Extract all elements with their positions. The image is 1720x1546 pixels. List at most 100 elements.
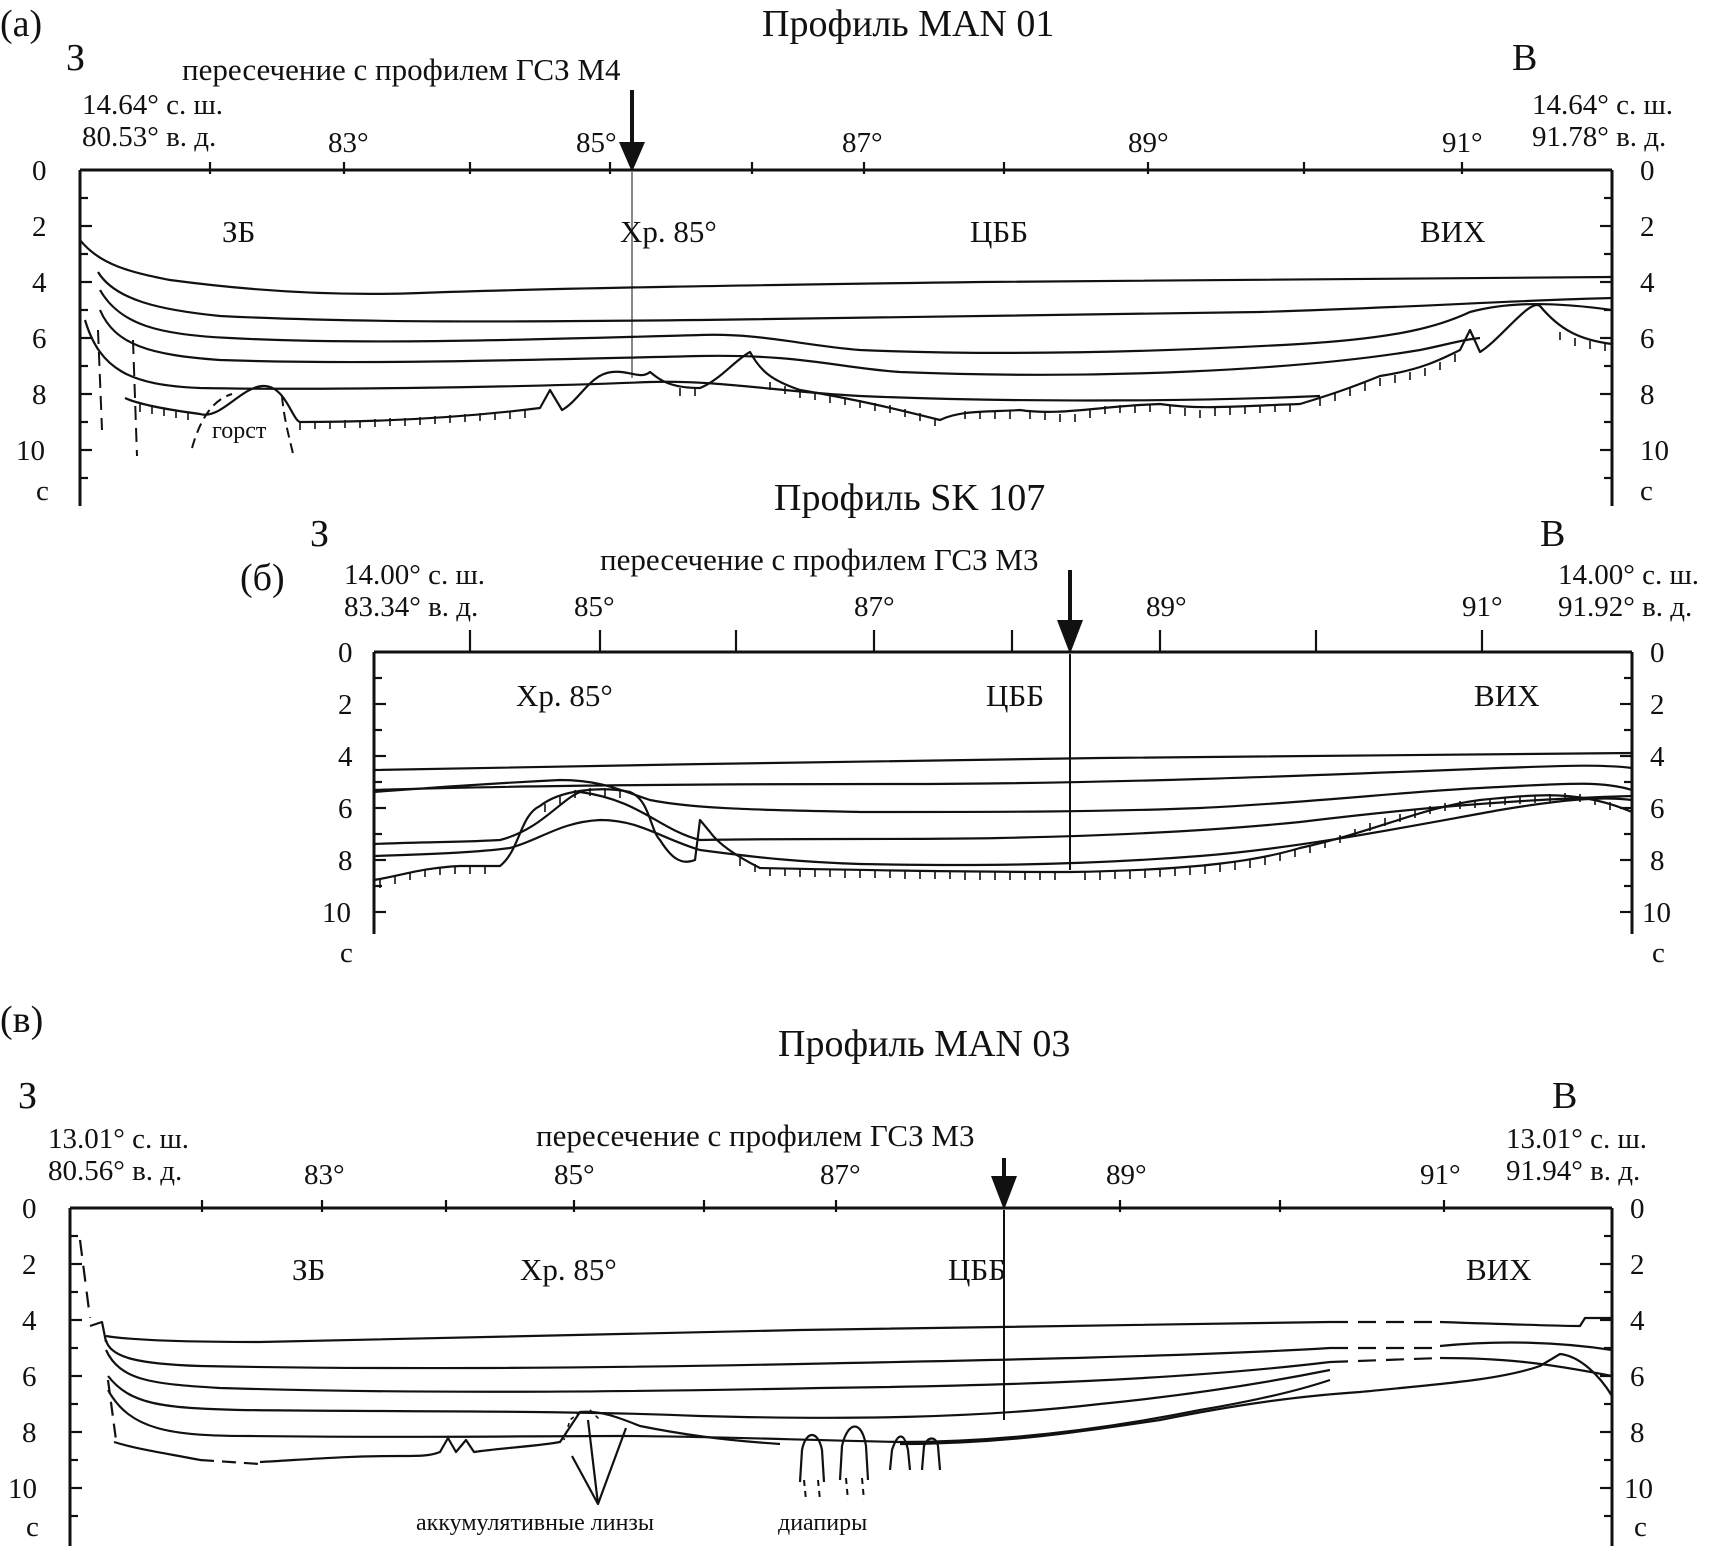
panel-c-horizon-3-end [1439, 1356, 1613, 1378]
panel-c-diapir-label: диапиры [778, 1510, 867, 1536]
panel-c-east-label: В [1552, 1075, 1577, 1117]
panel-a-top-ticks [208, 162, 1464, 174]
panel-b-horizon-5 [373, 797, 1633, 867]
panel-c-horizon-2 [104, 1339, 1331, 1370]
panel-b-unit-right: с [1652, 937, 1665, 969]
panel-c-fault-west [78, 1239, 92, 1319]
panel-c-lens-label: аккумулятивные линзы [416, 1510, 654, 1536]
panel-b-left-lat: 14.00° с. ш. [344, 559, 485, 591]
panel-c-depth-10-left: 10 [8, 1473, 37, 1505]
panel-a-depth-10-right: 10 [1640, 435, 1669, 467]
panel-b-unit-left: с [340, 937, 353, 969]
panel-c-left-lon: 80.56° в. д. [48, 1155, 182, 1187]
panel-b-horizon-2 [373, 764, 1633, 792]
panel-c-horizon-1 [105, 1320, 1331, 1344]
panel-c-depth-2-right: 2 [1630, 1249, 1645, 1281]
panel-a-right-lat: 14.64° с. ш. [1532, 89, 1673, 121]
panel-c-lon-tick-85: 85° [554, 1159, 595, 1191]
panel-b-east-label: В [1540, 513, 1565, 555]
panel-a-depth-6-left: 6 [32, 323, 47, 355]
panel-b-title: Профиль SK 107 [774, 477, 1045, 519]
panel-a-horizon-1 [79, 239, 1613, 296]
panel-a-lon-tick-85: 85° [576, 127, 617, 159]
panel-c-ridge-lens [563, 1409, 601, 1441]
panel-a-lon-tick-91: 91° [1442, 127, 1483, 159]
panel-c-west-label: З [18, 1075, 37, 1117]
panel-c-basement-east [899, 1352, 1613, 1446]
panel-c-step [89, 1320, 108, 1343]
panel-a-title: Профиль MAN 01 [762, 3, 1054, 45]
panel-a-fault-2 [132, 339, 138, 457]
panel-a-left-lat: 14.64° с. ш. [82, 89, 223, 121]
panel-b-lon-tick-89: 89° [1146, 591, 1187, 623]
panel-b-depth-2-right: 2 [1650, 689, 1665, 721]
panel-c-basement-west [113, 1440, 201, 1462]
panel-c-region-cbb: ЦББ [948, 1252, 1006, 1287]
panel-a-lon-tick-87: 87° [842, 127, 883, 159]
panel-b-depth-10-right: 10 [1642, 897, 1671, 929]
panel-c-horizon-2-end [1439, 1341, 1613, 1352]
panel-c-depth-6-right: 6 [1630, 1361, 1645, 1393]
panel-c-horizon-3 [105, 1349, 1331, 1393]
panel-c-depth-2-left: 2 [22, 1249, 37, 1281]
panel-a-crossing-label: пересечение с профилем ГСЗ М4 [182, 52, 621, 87]
panel-b-depth-6-right: 6 [1650, 793, 1665, 825]
panel-c-letter: (в) [0, 999, 43, 1041]
panel-a-region-zb: ЗБ [222, 214, 255, 249]
panel-a-horizon-2 [97, 271, 1613, 323]
panel-a-depth-8-right: 8 [1640, 379, 1655, 411]
panel-b-lon-tick-91: 91° [1462, 591, 1503, 623]
panel-c-horizon-5 [107, 1378, 1331, 1444]
panel-c-horizon-3-dashed [1329, 1356, 1441, 1364]
panel-a-horizon-5 [83, 319, 1321, 402]
panel-a-depth-0-left: 0 [32, 155, 47, 187]
panel-c-depth-6-left: 6 [22, 1361, 37, 1393]
panel-c-crossing-label: пересечение с профилем ГСЗ М3 [536, 1118, 974, 1153]
panel-c-title: Профиль MAN 03 [778, 1023, 1070, 1065]
panel-b: Профиль SK 107 З В (б) пересечение с про… [240, 477, 1699, 969]
panel-b-basement-hatch [379, 788, 1611, 888]
panel-b-depth-0-left: 0 [338, 637, 353, 669]
panel-a-right-lon: 91.78° в. д. [1532, 121, 1666, 153]
panel-b-horizon-4 [373, 790, 1633, 846]
panel-b-depth-6-left: 6 [338, 793, 353, 825]
panel-a-unit-right: с [1640, 475, 1653, 507]
panel-a-region-cbb: ЦББ [970, 214, 1028, 249]
panel-c-lon-tick-83: 83° [304, 1159, 345, 1191]
panel-c-depth-4-right: 4 [1630, 1305, 1645, 1337]
panel-a-lon-tick-83: 83° [328, 127, 369, 159]
panel-b-crossing-arrow-icon [1057, 620, 1083, 654]
panel-c-depth-10-right: 10 [1624, 1473, 1653, 1505]
panel-a-depth-8-left: 8 [32, 379, 47, 411]
panel-c-top-ticks [200, 1200, 1446, 1212]
panel-a-horizon-4 [98, 309, 1481, 376]
panel-b-lon-tick-85: 85° [574, 591, 615, 623]
panel-a-east-label: В [1512, 37, 1537, 79]
panel-a-lon-tick-89: 89° [1128, 127, 1169, 159]
panel-c-right-lon: 91.94° в. д. [1506, 1155, 1640, 1187]
panel-c-fault-2 [106, 1379, 118, 1441]
panel-a-horizon-3 [99, 289, 1613, 354]
panel-b-depth-4-left: 4 [338, 741, 353, 773]
panel-b-horizon-3 [373, 778, 1633, 814]
panel-a-depth-6-right: 6 [1640, 323, 1655, 355]
panel-c-lon-tick-91: 91° [1420, 1159, 1461, 1191]
panel-a-region-vih: ВИХ [1420, 214, 1485, 249]
panel-c-lens-callout [571, 1427, 628, 1506]
panel-b-basement [373, 788, 1633, 882]
panel-c-depth-0-right: 0 [1630, 1193, 1645, 1225]
panel-c: (в) Профиль MAN 03 З В пересечение с про… [0, 999, 1653, 1546]
panel-c-depth-0-left: 0 [22, 1193, 37, 1225]
panel-b-left-lon: 83.34° в. д. [344, 591, 478, 623]
panel-c-horizon-1-end [1439, 1316, 1612, 1328]
panel-a-depth-ticks [80, 196, 1612, 480]
panel-c-unit-left: с [26, 1511, 39, 1543]
panel-b-depth-8-left: 8 [338, 845, 353, 877]
panel-c-unit-right: с [1634, 1511, 1647, 1543]
panel-b-right-lon: 91.92° в. д. [1558, 591, 1692, 623]
panel-a-depth-4-left: 4 [32, 267, 47, 299]
panel-a-depth-10-left: 10 [16, 435, 45, 467]
panel-b-west-label: З [310, 513, 329, 555]
panel-a-depth-2-right: 2 [1640, 211, 1655, 243]
